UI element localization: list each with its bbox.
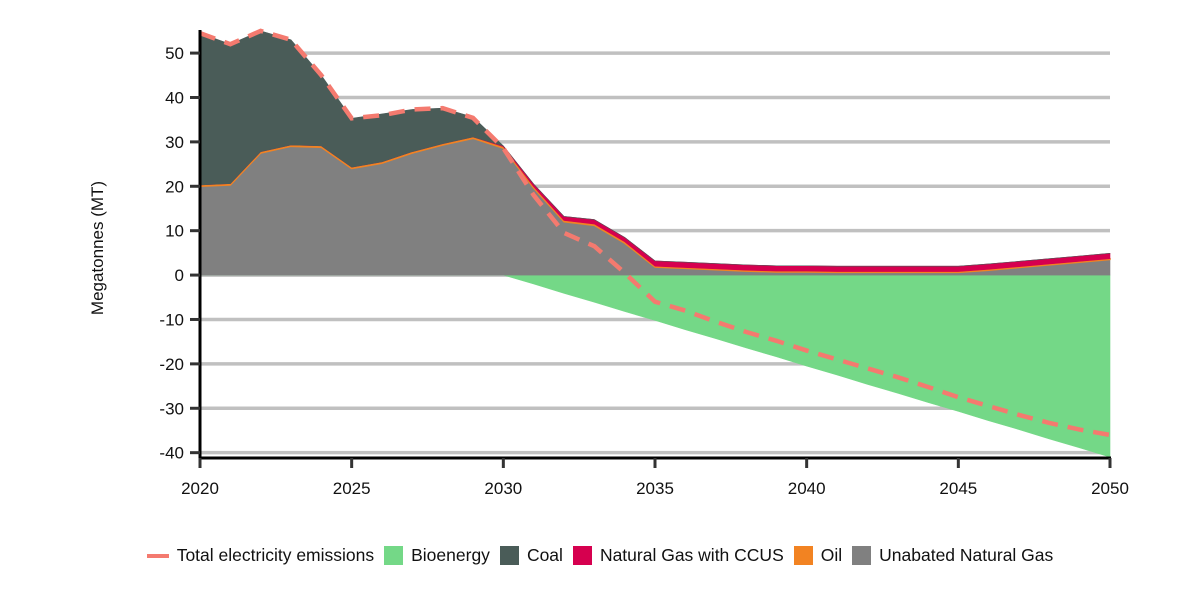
legend-label: Natural Gas with CCUS: [599, 545, 784, 565]
y-tick-label: -40: [159, 444, 184, 463]
x-tick-label: 2050: [1091, 479, 1129, 498]
x-tick-label: 2035: [636, 479, 674, 498]
legend-swatch: [852, 546, 872, 565]
x-tick-label: 2025: [333, 479, 371, 498]
y-tick-label: 0: [175, 266, 184, 285]
legend-swatch: [146, 553, 169, 558]
y-tick-label: 20: [165, 177, 184, 196]
legend-label: Total electricity emissions: [176, 545, 375, 565]
y-axis-title: Megatonnes (MT): [88, 181, 107, 315]
y-tick-label: 40: [165, 88, 184, 107]
legend-item-total-electricity-emissions: Total electricity emissions: [146, 545, 375, 566]
y-tick-label: -20: [159, 355, 184, 374]
area-unabated-natural-gas: [199, 138, 1111, 276]
x-tick-label: 2045: [939, 479, 977, 498]
legend-label: Unabated Natural Gas: [879, 545, 1054, 565]
x-tick-label: 2030: [484, 479, 522, 498]
legend: Total electricity emissions Bioenergy Coal…: [0, 545, 1200, 566]
stacked-areas: [199, 30, 1111, 458]
y-tick-label: 10: [165, 222, 184, 241]
x-tick-label: 2020: [181, 479, 219, 498]
legend-swatch: [384, 546, 404, 565]
series-lines: [199, 28, 1111, 438]
legend-label: Oil: [820, 545, 843, 565]
y-tick-label: 50: [165, 44, 184, 63]
legend-item-oil: Oil: [793, 545, 843, 566]
y-tick-label: -10: [159, 310, 184, 329]
x-tick-label: 2040: [788, 479, 826, 498]
legend-item-bioenergy: Bioenergy: [384, 545, 490, 566]
legend-swatch: [793, 546, 813, 565]
legend-swatch: [572, 546, 592, 565]
legend-label: Bioenergy: [411, 545, 490, 565]
legend-item-unabated-natural-gas: Unabated Natural Gas: [852, 545, 1053, 566]
y-tick-label: -30: [159, 399, 184, 418]
legend-swatch: [499, 546, 519, 565]
y-tick-label: 30: [165, 133, 184, 152]
line-total-electricity-emissions: [199, 28, 1111, 438]
legend-label: Coal: [526, 545, 563, 565]
legend-item-coal: Coal: [499, 545, 563, 566]
legend-item-natural-gas-with-ccus: Natural Gas with CCUS: [572, 545, 784, 566]
y-axis-ticks: -40 -30 -20 -10 0 10 20 30 40 50: [159, 44, 200, 463]
x-axis-ticks: 2020 2025 2030 2035 2040 2045 2050: [181, 458, 1129, 498]
